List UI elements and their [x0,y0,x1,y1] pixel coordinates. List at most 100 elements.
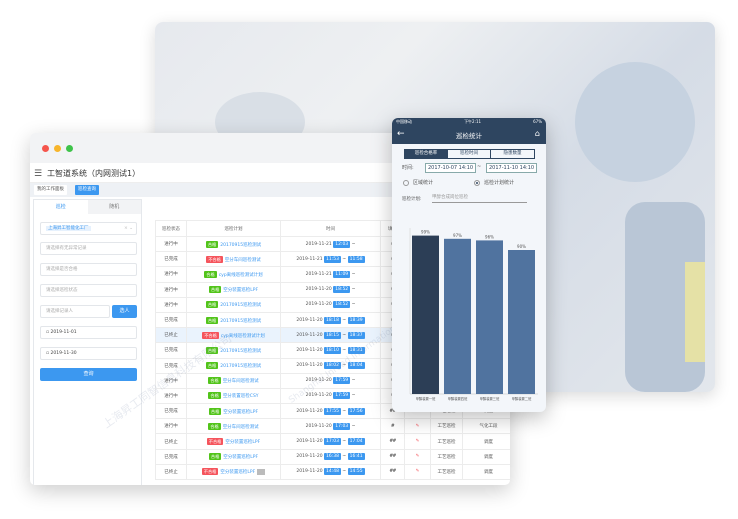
plan-link[interactable]: 20170915巡检测试 [220,318,262,324]
edit-icon[interactable]: ✎ [415,454,420,460]
date-to-field[interactable]: ▫ 2019-11-30 [40,347,137,360]
edit-icon[interactable]: ✎ [415,439,420,445]
dept-cell: 气化工段 [462,418,510,435]
segment-time[interactable]: 巡检时间 [448,150,491,158]
plan-link[interactable]: 20170915巡检测试 [220,303,262,309]
select-person-button[interactable]: 选人 [112,305,137,318]
tab-inspection[interactable]: 巡检 [55,204,66,210]
plan-link[interactable]: 20170915巡检测试 [220,364,262,370]
status-cell: 已完成 [155,403,187,420]
start-time: 18:02 [324,362,341,370]
plan-link[interactable]: 空分装置巡检LPF [223,455,259,461]
recorder-input[interactable]: 请选择记录人 [40,305,110,318]
result-badge: 合格 [205,301,219,309]
plan-link[interactable]: 空分装置巡检LPF [223,288,259,294]
date-from-field[interactable]: ▫ 2019-11-01 [40,326,137,339]
plan-link[interactable]: 空分车间巡检测试 [222,424,259,430]
status-select[interactable]: 请选择巡检状态 [40,284,137,297]
phone-screen: 中国移动 下午2:11 67% ← 巡检统计 ⌂ 巡检合格率 巡检时间 隐患数量 时… [392,118,546,412]
status-cell: 进行中 [155,266,187,283]
plan-link[interactable]: 空分车间巡检测试 [224,257,261,263]
close-dot[interactable] [42,145,49,152]
home-icon[interactable]: ⌂ [534,129,540,138]
status-cell: 进行中 [155,296,187,313]
table-row[interactable]: 已完成 合格 空分装置巡检LPF 2019-11-20 16:38 ~ 16:41… [155,448,510,465]
menu-icon[interactable]: ☰ [34,169,43,179]
type-cell: 工艺巡检 [430,463,463,481]
bar-value-label: 96% [485,234,494,239]
minimize-dot[interactable] [54,145,61,152]
tab-random[interactable]: 随机 [87,200,141,214]
radio-plan[interactable]: 巡检计划统计 [474,179,514,186]
plan-link[interactable]: 空分装置巡检CSY [222,394,259,400]
result-badge: 不合格 [201,468,219,476]
status-cell: 已终止 [155,327,187,344]
plan-input[interactable]: 甲醇合成岗位巡检 [432,194,527,203]
result-badge: 不合格 [206,438,224,446]
date-from: 2019-11-01 [50,330,77,335]
end-time: 18:31 [347,346,365,354]
time-cell: 2019-11-20 17:03 ~ 17:04 [280,433,381,450]
plan-link[interactable]: 空分装置巡检LPF [225,440,261,446]
date: 2019-11-20 [296,469,323,475]
radio-area[interactable]: 区域统计 [403,179,433,186]
date-from-field[interactable]: 2017-10-07 14:10 [425,163,477,173]
end-time: 17:56 [347,407,365,415]
time-cell: 2019-11-21 11:09 ~ [280,266,381,283]
plan-link[interactable]: cyp离线巡检测试计划 [220,333,265,339]
time-cell: 2019-11-21 11:53 ~ 11:58 [280,251,381,268]
tab-dashboard[interactable]: 我的工作面板 [34,185,67,195]
date: 2019-11-20 [296,363,323,369]
back-arrow-icon[interactable]: ← [397,129,405,139]
result-badge: 合格 [208,422,221,430]
date: 2019-11-21 [296,256,323,262]
time-cell: 2019-11-20 17:55 ~ 17:56 [280,403,381,420]
status-cell: 已完成 [155,311,187,329]
plan-link[interactable]: 20170915巡检测试 [220,348,262,354]
segment-pass-rate[interactable]: 巡检合格率 [405,150,448,158]
start-time: 11:09 [333,270,351,278]
table-row[interactable]: 已终止 不合格 空分装置巡检LPF 2019-11-20 14:48 ~ 14:5… [155,463,510,481]
plant-select[interactable]: 上海昇工智能化工厂 × ⌄ [40,222,137,235]
fill-mark: ## [389,439,396,445]
app-title: 工智道系统（内网测试1） [47,169,141,178]
status-cell: 已终止 [155,463,187,481]
start-time: 17:03 [324,438,341,446]
plan-cell: 不合格 cyp离线巡检测试计划 [186,327,281,344]
plan-link[interactable]: cyp离线巡检测试计划 [218,272,263,278]
edit-icon[interactable]: ✎ [415,423,420,429]
edit-icon[interactable]: ✎ [415,469,420,475]
date-to-field[interactable]: 2017-11-10 14:10 [486,163,538,173]
range-dash: ~ [477,164,482,170]
date: 2019-11-21 [305,271,332,277]
table-row[interactable]: 已终止 不合格 空分装置巡检LPF 2019-11-20 17:03 ~ 17:0… [155,433,510,450]
date: 2019-11-20 [296,408,323,414]
result-badge: 合格 [208,453,222,461]
plan-link[interactable]: 20170915巡检测试 [220,242,262,248]
start-time: 18:15 [324,331,341,339]
radio-plan-label: 巡检计划统计 [484,180,515,186]
tab-inspection-query[interactable]: 巡检查询 [75,185,99,195]
start-time: 17:59 [333,392,351,400]
time-label: 时间: [402,165,414,171]
pass-select[interactable]: 请选择是否合格 [40,263,137,276]
plan-cell: 合格 空分车间巡检测试 [186,418,281,435]
table-row[interactable]: 进行中 合格 空分车间巡检测试 2019-11-20 17:03 ~ # ✎ 工艺… [155,418,510,435]
query-button[interactable]: 查询 [40,368,137,381]
segment-control: 巡检合格率 巡检时间 隐患数量 [404,149,535,159]
type-cell: 工艺巡检 [430,433,463,450]
time-cell: 2019-11-20 18:15 ~ 18:37 [280,327,381,344]
maximize-dot[interactable] [66,145,73,152]
category-label: 甲醇装置三班 [480,396,500,401]
plan-link[interactable]: 空分车间巡检测试 [222,379,259,385]
date: 2019-11-20 [296,439,323,445]
result-badge: 合格 [204,270,217,278]
abnormal-select[interactable]: 请选择有无异常记录 [40,242,137,255]
fill-cell: ## [380,448,405,465]
plan-link[interactable]: 空分装置巡检LPF [220,470,256,476]
end-time: 16:41 [347,453,365,461]
bar-value-label: 99% [421,230,430,235]
segment-hazards[interactable]: 隐患数量 [503,151,522,156]
plan-link[interactable]: 空分装置巡检LPF [223,409,259,415]
plan-cell: 合格 20170915巡检测试 [186,296,281,313]
